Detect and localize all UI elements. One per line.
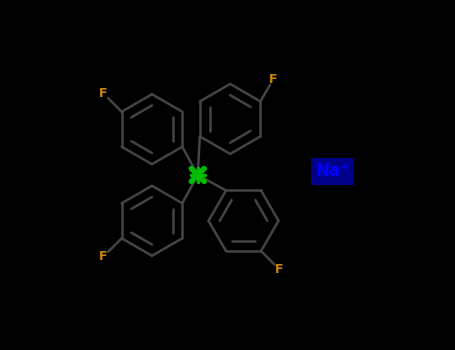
Text: F: F	[99, 250, 108, 263]
Text: F: F	[275, 262, 283, 276]
Text: Na⁺: Na⁺	[316, 162, 349, 181]
Text: F: F	[99, 87, 108, 100]
Text: F: F	[269, 73, 278, 86]
